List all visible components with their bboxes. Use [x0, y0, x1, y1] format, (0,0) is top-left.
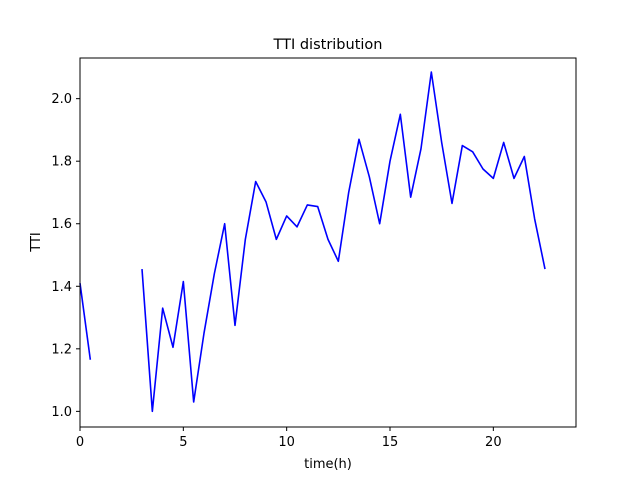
y-tick-label: 1.4 — [51, 280, 72, 295]
series-line-1 — [79, 283, 92, 360]
y-axis-label: TTI — [29, 232, 44, 253]
chart-title: TTI distribution — [273, 37, 383, 53]
y-tick-label: 1.8 — [51, 155, 72, 170]
x-tick-label: 15 — [382, 435, 399, 450]
y-tick-label: 1.2 — [51, 342, 72, 357]
data-lines — [79, 71, 546, 413]
y-axis-ticks: 1.0 1.2 1.4 1.6 1.8 2.0 — [51, 92, 80, 420]
x-tick-label: 20 — [485, 435, 502, 450]
plot-frame — [79, 57, 577, 428]
x-tick-label: 10 — [278, 435, 295, 450]
x-axis-label: time(h) — [304, 457, 352, 472]
x-tick-label: 0 — [76, 435, 84, 450]
y-tick-label: 2.0 — [51, 92, 72, 107]
x-axis-ticks: 0 5 10 15 20 — [76, 427, 502, 450]
series-line-2 — [141, 71, 546, 413]
y-tick-label: 1.6 — [51, 217, 72, 232]
y-tick-label: 1.0 — [51, 405, 72, 420]
x-tick-label: 5 — [179, 435, 187, 450]
